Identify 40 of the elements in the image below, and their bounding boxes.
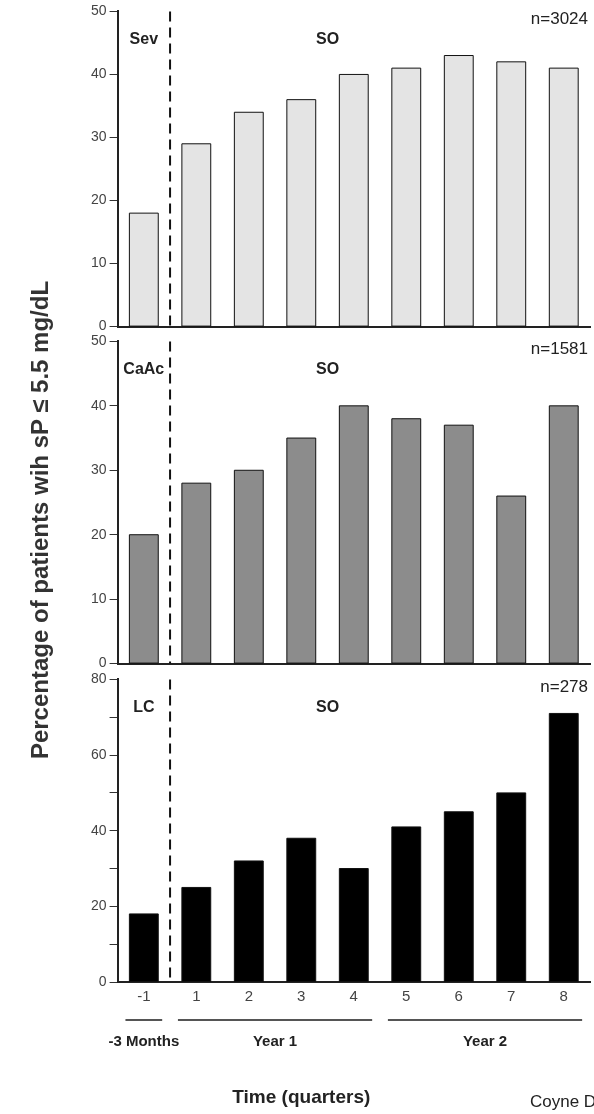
y-axis-title: Percentage of patients wih sP ≤ 5.5 mg/dL bbox=[26, 280, 54, 760]
y-tick-label: 40 bbox=[90, 821, 107, 838]
annotation: n=1581 bbox=[530, 339, 588, 359]
y-tick-label: 20 bbox=[90, 191, 107, 208]
annotation: n=3024 bbox=[530, 9, 588, 29]
y-tick-label: 0 bbox=[98, 317, 107, 334]
y-tick-label: 40 bbox=[90, 65, 107, 82]
y-tick-label: 20 bbox=[90, 525, 107, 542]
annotation: n=278 bbox=[540, 677, 588, 697]
text: Year 1 bbox=[252, 1032, 298, 1050]
y-tick-label: 40 bbox=[90, 396, 107, 413]
text: Year 2 bbox=[462, 1032, 508, 1050]
text: -3 Months bbox=[108, 1032, 180, 1050]
y-tick-label: 80 bbox=[90, 670, 107, 687]
y-tick-label: 30 bbox=[90, 128, 107, 145]
x-tick-label: 1 bbox=[192, 987, 201, 1005]
y-tick-label: 20 bbox=[90, 897, 107, 914]
annotation: CaAc bbox=[123, 359, 165, 377]
y-tick-label: 50 bbox=[90, 332, 107, 349]
y-tick-label: 0 bbox=[98, 654, 107, 671]
x-tick-label: 5 bbox=[402, 987, 411, 1005]
x-tick-label: 3 bbox=[297, 987, 306, 1005]
y-tick-label: 0 bbox=[98, 972, 107, 989]
x-tick-label: 6 bbox=[454, 987, 463, 1005]
x-tick-label: 8 bbox=[559, 987, 568, 1005]
x-axis-title: Time (quarters) bbox=[232, 1086, 371, 1108]
y-tick-label: 10 bbox=[90, 590, 107, 607]
x-tick-label: 7 bbox=[507, 987, 516, 1005]
x-tick-label: -1 bbox=[137, 987, 151, 1005]
x-tick-label: 2 bbox=[244, 987, 253, 1005]
y-tick-label: 50 bbox=[90, 2, 107, 19]
annotation: SO bbox=[315, 29, 340, 47]
y-tick-label: 60 bbox=[90, 745, 107, 762]
y-tick-label: 10 bbox=[90, 254, 107, 271]
annotation: LC bbox=[133, 697, 155, 715]
annotation: Sev bbox=[129, 29, 159, 47]
x-tick-label: 4 bbox=[349, 987, 358, 1005]
y-tick-label: 30 bbox=[90, 461, 107, 478]
annotation: SO bbox=[315, 359, 340, 377]
annotation: SO bbox=[315, 697, 340, 715]
